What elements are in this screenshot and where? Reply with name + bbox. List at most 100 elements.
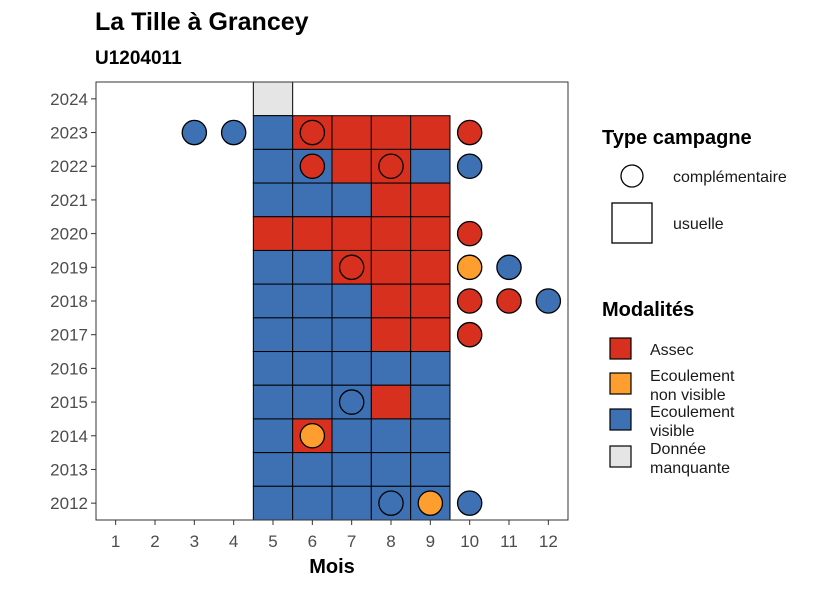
cell-2021-8 — [370, 182, 412, 218]
cell-2013-9 — [410, 452, 451, 487]
point-2018-12 — [535, 288, 562, 314]
point-2019-11 — [496, 254, 522, 281]
point-2023-4 — [220, 119, 247, 146]
chart-title: La Tille à Grancey — [95, 8, 309, 36]
x-tick-label: 12 — [539, 532, 558, 551]
point-2019-10 — [456, 254, 483, 281]
y-tick-label: 2013 — [50, 460, 88, 479]
point-2022-10 — [456, 153, 483, 180]
cell-2015-9 — [410, 384, 451, 420]
cell-2015-5 — [252, 384, 294, 420]
y-tick-label: 2024 — [50, 90, 88, 109]
legend-label-modalite: Ecoulement — [650, 368, 735, 385]
y-axis: 2012 2013 2014 2015 2016 2017 2018 2019 2020 2021… — [50, 90, 96, 513]
cell-2023-9 — [410, 115, 451, 150]
y-tick-label: 2023 — [50, 124, 88, 143]
cell-2018-6 — [292, 283, 333, 319]
cell-2016-8 — [370, 351, 412, 386]
cell-2021-9 — [410, 182, 451, 218]
y-tick-label: 2020 — [50, 225, 88, 244]
chart-subtitle: U1204011 — [95, 48, 182, 69]
cell-2019-6 — [292, 249, 333, 285]
cell-2019-8 — [370, 249, 412, 285]
cell-2020-8 — [370, 216, 412, 251]
point-2012-9 — [417, 490, 444, 516]
legend: Type campagne complémentaire usuelle Modali… — [602, 127, 787, 477]
cell-2023-5 — [252, 115, 294, 150]
x-tick-label: 3 — [190, 532, 199, 551]
cell-2021-7 — [331, 182, 372, 218]
cell-2016-6 — [292, 351, 333, 386]
cell-2019-9 — [410, 249, 451, 285]
cell-2022-9 — [410, 148, 451, 184]
x-tick-label: 4 — [229, 532, 238, 551]
cell-2021-5 — [252, 182, 294, 218]
cell-2022-7 — [331, 148, 372, 184]
x-tick-label: 7 — [347, 532, 356, 551]
cell-2020-5 — [252, 216, 294, 251]
x-tick-label: 2 — [150, 532, 159, 551]
legend-label-modalite: non visible — [650, 387, 726, 404]
cell-2017-7 — [331, 317, 372, 353]
point-2014-6 — [299, 422, 326, 449]
cell-2013-6 — [292, 452, 333, 487]
point-2023-3 — [181, 119, 208, 146]
cell-2016-5 — [252, 351, 294, 386]
x-tick-label: 10 — [460, 532, 479, 551]
legend-label-modalite: Assec — [650, 342, 694, 359]
cell-2018-5 — [252, 283, 294, 319]
point-2017-10 — [456, 321, 483, 348]
x-tick-label: 6 — [308, 532, 317, 551]
cell-2019-5 — [252, 249, 294, 285]
y-tick-label: 2012 — [50, 494, 88, 513]
cell-2015-6 — [292, 384, 333, 420]
cell-2014-8 — [370, 418, 412, 454]
point-2018-10 — [456, 288, 483, 314]
cell-2014-7 — [331, 418, 372, 454]
point-2018-11 — [496, 288, 522, 314]
cell-2018-8 — [370, 283, 412, 319]
point-2012-10 — [456, 490, 483, 516]
cell-2016-7 — [331, 351, 372, 386]
cell-2023-7 — [331, 115, 372, 150]
cell-2018-7 — [331, 283, 372, 319]
complementary-points — [181, 119, 562, 516]
cell-2017-9 — [410, 317, 451, 353]
legend-label-complementaire: complémentaire — [673, 169, 787, 186]
legend-label-modalite: manquante — [650, 460, 730, 477]
y-tick-label: 2017 — [50, 326, 88, 345]
cell-2022-5 — [252, 148, 294, 184]
x-axis-title: Mois — [309, 556, 355, 578]
y-tick-label: 2015 — [50, 393, 88, 412]
legend-title-type: Type campagne — [602, 127, 752, 149]
legend-key-modalite — [609, 372, 632, 395]
cell-2018-9 — [410, 283, 451, 319]
point-2022-6 — [299, 153, 326, 180]
x-tick-label: 9 — [426, 532, 435, 551]
legend-key-modalite — [609, 337, 632, 360]
cell-2017-6 — [292, 317, 333, 353]
x-axis: 1 2 3 4 5 6 7 8 9 10 11 12 — [111, 520, 558, 551]
cell-2021-6 — [292, 182, 333, 218]
cell-2016-9 — [410, 351, 451, 386]
legend-label-usuelle: usuelle — [673, 216, 724, 233]
point-2022-8 — [378, 153, 404, 180]
usual-cells — [252, 81, 451, 521]
y-tick-label: 2021 — [50, 191, 88, 210]
cell-2024-5 — [252, 81, 294, 117]
cell-2020-6 — [292, 216, 333, 251]
cell-2012-7 — [331, 485, 372, 521]
cell-2020-9 — [410, 216, 451, 251]
cell-2012-5 — [252, 485, 294, 521]
legend-title-modalites: Modalités — [602, 299, 694, 321]
legend-label-modalite: Donnée — [650, 441, 706, 458]
y-tick-label: 2019 — [50, 258, 88, 277]
cell-2014-9 — [410, 418, 451, 454]
cell-2014-5 — [252, 418, 294, 454]
point-2023-6 — [299, 119, 326, 146]
point-2019-7 — [338, 254, 365, 281]
x-tick-label: 1 — [111, 532, 120, 551]
point-2023-10 — [456, 119, 483, 146]
cell-2015-8 — [370, 384, 412, 420]
legend-key-modalite — [609, 445, 632, 468]
